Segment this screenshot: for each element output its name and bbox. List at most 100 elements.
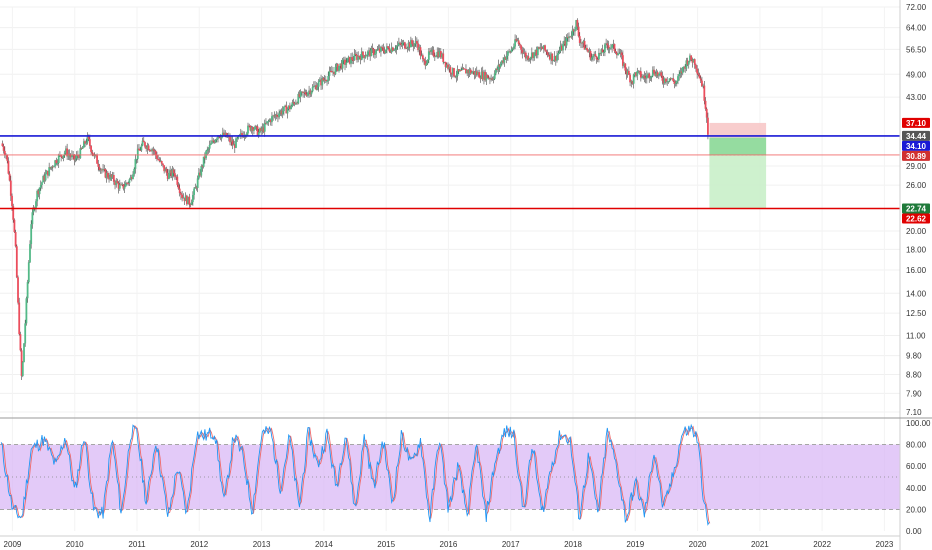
candle-body	[118, 184, 121, 189]
candle-body	[369, 50, 372, 57]
candle-body	[592, 56, 594, 58]
candle-body	[75, 155, 78, 159]
candle-body	[249, 125, 252, 131]
candle-body	[157, 158, 160, 160]
candle-body	[135, 158, 138, 160]
candle-body	[73, 154, 76, 161]
candle-body	[308, 90, 310, 93]
horizontal-lines[interactable]	[0, 135, 900, 210]
candle-body	[461, 68, 464, 71]
candle-body	[328, 70, 331, 76]
candle-body	[570, 35, 573, 37]
candle-body	[491, 78, 494, 80]
candle-body	[575, 20, 578, 30]
candle-body	[508, 51, 510, 53]
candle-body	[144, 142, 146, 147]
candle-body	[375, 50, 378, 54]
candle-body	[290, 106, 293, 110]
candle-body	[692, 59, 695, 63]
candle-body	[88, 139, 91, 146]
candle-body	[418, 47, 421, 51]
candle-body	[359, 57, 362, 60]
candle-body	[110, 174, 113, 178]
candle-body	[613, 43, 616, 51]
candle-body	[665, 78, 667, 83]
candle-body	[480, 71, 483, 79]
candle-body	[601, 49, 604, 53]
candle-body	[353, 53, 356, 61]
candle-body	[363, 55, 366, 58]
candle-body	[132, 174, 134, 179]
candle-body	[638, 70, 641, 72]
candle-body	[105, 172, 108, 178]
candle-body	[348, 56, 351, 64]
candle-body	[559, 45, 562, 52]
candle-body	[610, 47, 612, 49]
candle-body	[214, 139, 217, 143]
time-tick-label: 2020	[689, 540, 707, 549]
candle-body	[433, 56, 436, 57]
grid-lines	[0, 6, 900, 531]
candle-body	[545, 50, 548, 52]
candle-body	[170, 170, 173, 177]
candle-body	[542, 45, 545, 49]
candle-body	[600, 49, 603, 54]
candle-body	[539, 47, 542, 49]
candle-body	[535, 49, 538, 56]
candle-body	[289, 105, 291, 110]
candle-body	[6, 154, 9, 161]
price-tick-label: 56.50	[906, 45, 927, 54]
candle-body	[457, 69, 460, 72]
price-tick-label: 11.00	[906, 331, 926, 340]
candle-body	[191, 194, 194, 203]
candle-body	[444, 61, 447, 67]
candle-body	[684, 66, 687, 69]
candle-body	[62, 154, 65, 159]
candle-body	[560, 45, 563, 51]
candle-body	[619, 52, 622, 54]
candle-body	[556, 55, 558, 61]
candle-body	[126, 182, 128, 184]
stochastic-tick-label: 100.00	[906, 419, 931, 428]
candle-body	[145, 146, 148, 149]
candle-body	[102, 168, 104, 171]
candle-body	[287, 105, 290, 109]
candle-body	[510, 49, 513, 53]
candle-body	[448, 66, 451, 69]
time-tick-label: 2009	[4, 540, 22, 549]
time-tick-label: 2023	[876, 540, 894, 549]
candle-body	[563, 40, 566, 45]
candle-body	[44, 174, 47, 181]
time-tick-label: 2018	[564, 540, 582, 549]
candle-body	[509, 51, 512, 53]
open-pnl-zone	[709, 137, 767, 155]
candle-body	[294, 102, 297, 105]
candle-body	[512, 46, 515, 49]
candle-body	[163, 165, 166, 172]
candle-body	[176, 176, 179, 185]
candle-body	[71, 154, 73, 158]
candle-body	[14, 232, 17, 247]
candle-body	[683, 66, 685, 68]
candle-body	[18, 302, 21, 335]
candle-body	[217, 135, 219, 139]
candle-body	[341, 59, 344, 69]
candle-body	[615, 52, 618, 56]
candle-body	[547, 54, 550, 56]
candle-body	[451, 68, 454, 75]
candle-body	[687, 61, 690, 65]
candle-body	[578, 36, 581, 43]
candle-body	[460, 70, 463, 71]
candle-body	[541, 48, 544, 50]
price-tick-label: 26.00	[906, 181, 927, 190]
candle-body	[462, 68, 465, 69]
candle-body	[642, 75, 645, 78]
candle-body	[226, 136, 229, 138]
candle-body	[3, 150, 6, 155]
candle-body	[250, 127, 253, 131]
candle-body	[80, 148, 83, 150]
candle-body	[329, 70, 332, 72]
stop-loss-zone[interactable]	[709, 122, 767, 138]
candle-body	[227, 136, 230, 138]
candle-body	[374, 53, 376, 56]
